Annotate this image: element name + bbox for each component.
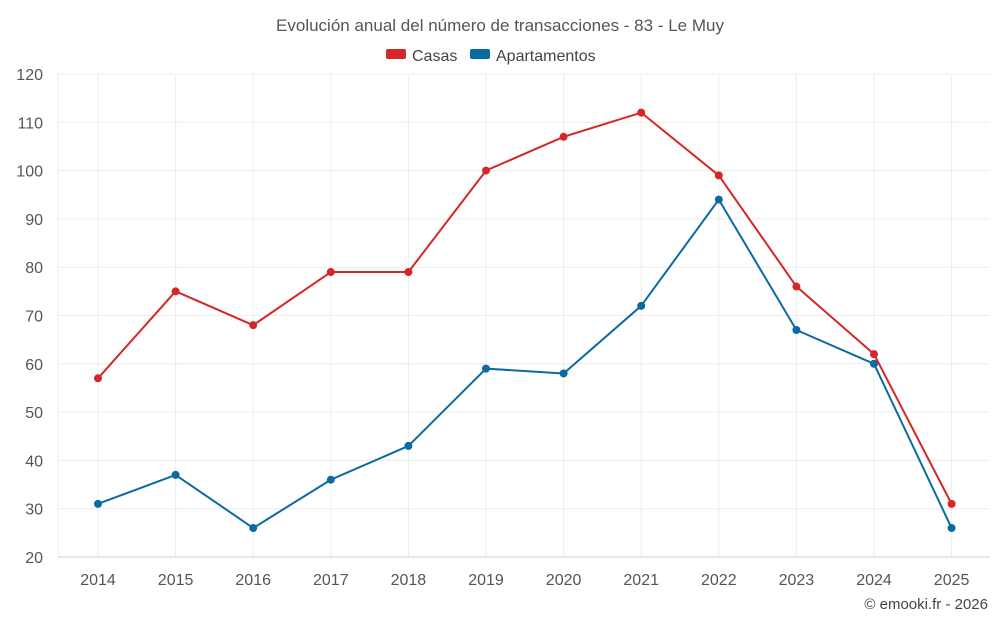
data-point-casas[interactable] — [482, 166, 490, 175]
data-point-casas[interactable] — [714, 171, 723, 180]
data-point-apartamentos[interactable] — [171, 470, 180, 479]
y-tick-label: 90 — [25, 212, 43, 229]
data-point-apartamentos[interactable] — [249, 524, 258, 533]
data-point-apartamentos[interactable] — [404, 441, 413, 450]
data-point-casas[interactable] — [559, 132, 568, 141]
series-casas — [94, 108, 956, 508]
data-point-apartamentos[interactable] — [792, 325, 801, 334]
data-point-apartamentos[interactable] — [326, 475, 335, 484]
data-point-casas[interactable] — [249, 321, 258, 330]
y-tick-label: 20 — [25, 550, 43, 567]
x-tick-label: 2014 — [80, 572, 116, 589]
y-axis-ticks: 20 30 40 50 60 70 80 90 100 110 120 — [16, 67, 43, 567]
series — [94, 108, 956, 533]
x-tick-label: 2024 — [856, 572, 892, 589]
data-point-casas[interactable] — [171, 287, 180, 296]
series-apartamentos — [94, 195, 956, 533]
data-point-casas[interactable] — [326, 268, 335, 277]
x-tick-label: 2016 — [235, 572, 271, 589]
legend-label-apartamentos[interactable]: Apartamentos — [496, 48, 596, 65]
data-point-casas[interactable] — [870, 350, 878, 359]
x-tick-label: 2021 — [623, 572, 659, 589]
y-tick-label: 80 — [25, 260, 43, 277]
y-tick-label: 120 — [16, 67, 43, 84]
x-tick-label: 2015 — [158, 572, 194, 589]
chart-title: Evolución anual del número de transaccio… — [276, 16, 724, 35]
y-tick-label: 40 — [25, 453, 43, 470]
x-tick-label: 2022 — [701, 572, 737, 589]
gridlines — [57, 73, 990, 557]
x-tick-label: 2020 — [546, 572, 582, 589]
x-axis-ticks: 2014 2015 2016 2017 2018 2019 2020 2021 2022 2023… — [80, 572, 969, 589]
data-point-apartamentos[interactable] — [559, 369, 568, 378]
data-point-apartamentos[interactable] — [482, 364, 490, 373]
credit-text: © emooki.fr - 2026 — [864, 596, 988, 613]
data-point-apartamentos[interactable] — [947, 524, 956, 533]
data-point-apartamentos[interactable] — [94, 499, 102, 508]
x-tick-label: 2018 — [391, 572, 427, 589]
legend-swatch-apartamentos — [470, 49, 490, 59]
x-tick-label: 2025 — [934, 572, 970, 589]
legend: Casas Apartamentos — [386, 48, 596, 65]
y-tick-label: 50 — [25, 405, 43, 422]
x-tick-label: 2023 — [779, 572, 815, 589]
y-tick-label: 70 — [25, 309, 43, 326]
data-point-casas[interactable] — [637, 108, 646, 117]
legend-label-casas[interactable]: Casas — [412, 48, 457, 65]
data-point-casas[interactable] — [404, 268, 413, 277]
x-tick-label: 2017 — [313, 572, 349, 589]
y-tick-label: 100 — [16, 164, 43, 181]
series-line-apartamentos — [97, 198, 953, 530]
data-point-apartamentos[interactable] — [637, 301, 646, 310]
data-point-casas[interactable] — [947, 499, 956, 508]
y-tick-label: 30 — [25, 502, 43, 519]
legend-swatch-casas — [386, 49, 406, 59]
y-tick-label: 110 — [17, 115, 43, 132]
data-point-casas[interactable] — [792, 282, 801, 291]
data-point-casas[interactable] — [94, 374, 102, 383]
y-tick-label: 60 — [25, 357, 43, 374]
data-point-apartamentos[interactable] — [870, 359, 878, 368]
data-point-apartamentos[interactable] — [714, 195, 723, 204]
x-tick-label: 2019 — [468, 572, 504, 589]
series-line-casas — [97, 111, 953, 505]
